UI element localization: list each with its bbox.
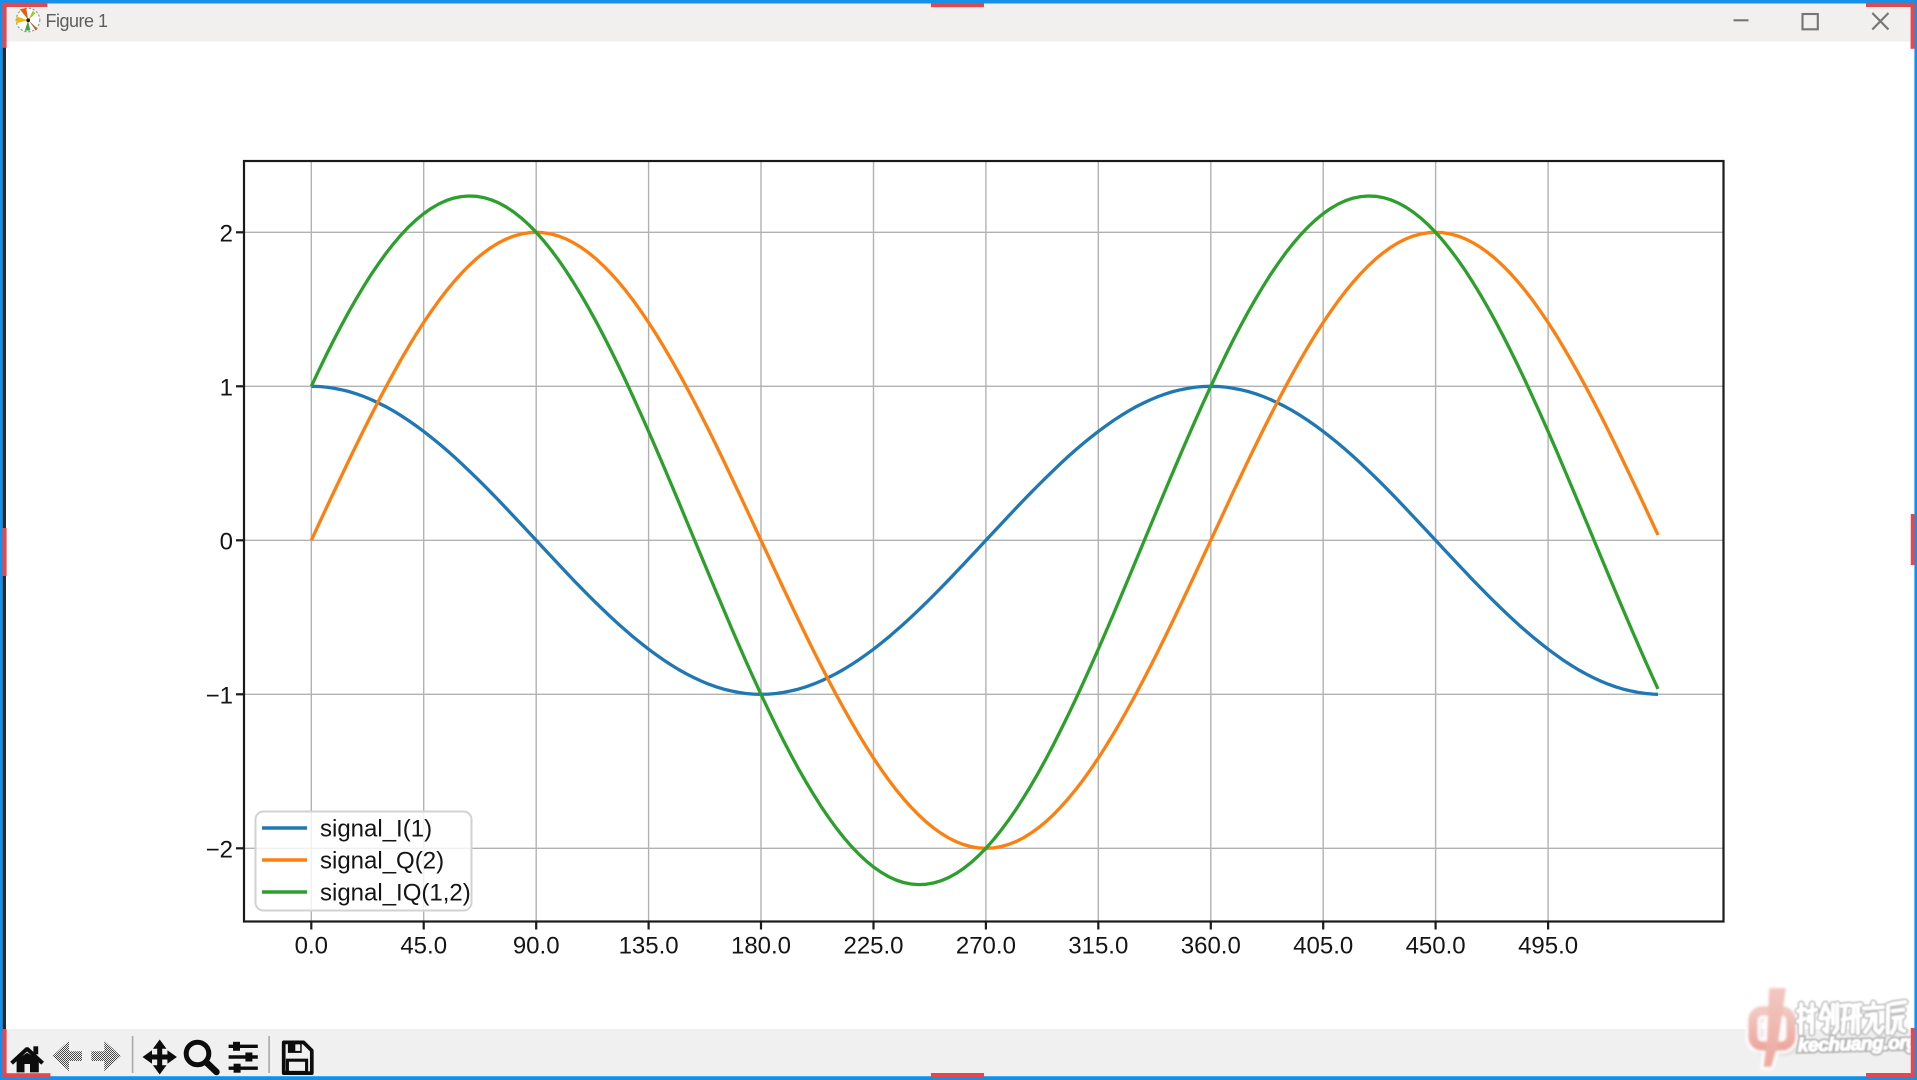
- svg-text:45.0: 45.0: [400, 933, 447, 960]
- svg-text:0.0: 0.0: [295, 933, 328, 960]
- svg-text:180.0: 180.0: [731, 933, 791, 960]
- svg-text:Figure 1: Figure 1: [46, 11, 109, 31]
- svg-text:135.0: 135.0: [619, 933, 679, 960]
- svg-text:signal_I(1): signal_I(1): [320, 816, 432, 843]
- svg-text:−2: −2: [206, 836, 233, 863]
- svg-text:450.0: 450.0: [1406, 933, 1466, 960]
- svg-text:225.0: 225.0: [843, 933, 903, 960]
- svg-text:signal_Q(2): signal_Q(2): [320, 848, 444, 875]
- svg-text:signal_IQ(1,2): signal_IQ(1,2): [320, 880, 471, 907]
- svg-text:405.0: 405.0: [1293, 933, 1353, 960]
- svg-text:360.0: 360.0: [1181, 933, 1241, 960]
- svg-text:315.0: 315.0: [1068, 933, 1128, 960]
- svg-text:0: 0: [220, 528, 233, 555]
- svg-text:90.0: 90.0: [513, 933, 560, 960]
- svg-text:1: 1: [220, 374, 233, 401]
- svg-text:270.0: 270.0: [956, 933, 1016, 960]
- svg-text:2: 2: [220, 220, 233, 247]
- svg-text:495.0: 495.0: [1518, 933, 1578, 960]
- svg-text:kechuang.org: kechuang.org: [1798, 1032, 1917, 1056]
- svg-text:−1: −1: [206, 682, 233, 709]
